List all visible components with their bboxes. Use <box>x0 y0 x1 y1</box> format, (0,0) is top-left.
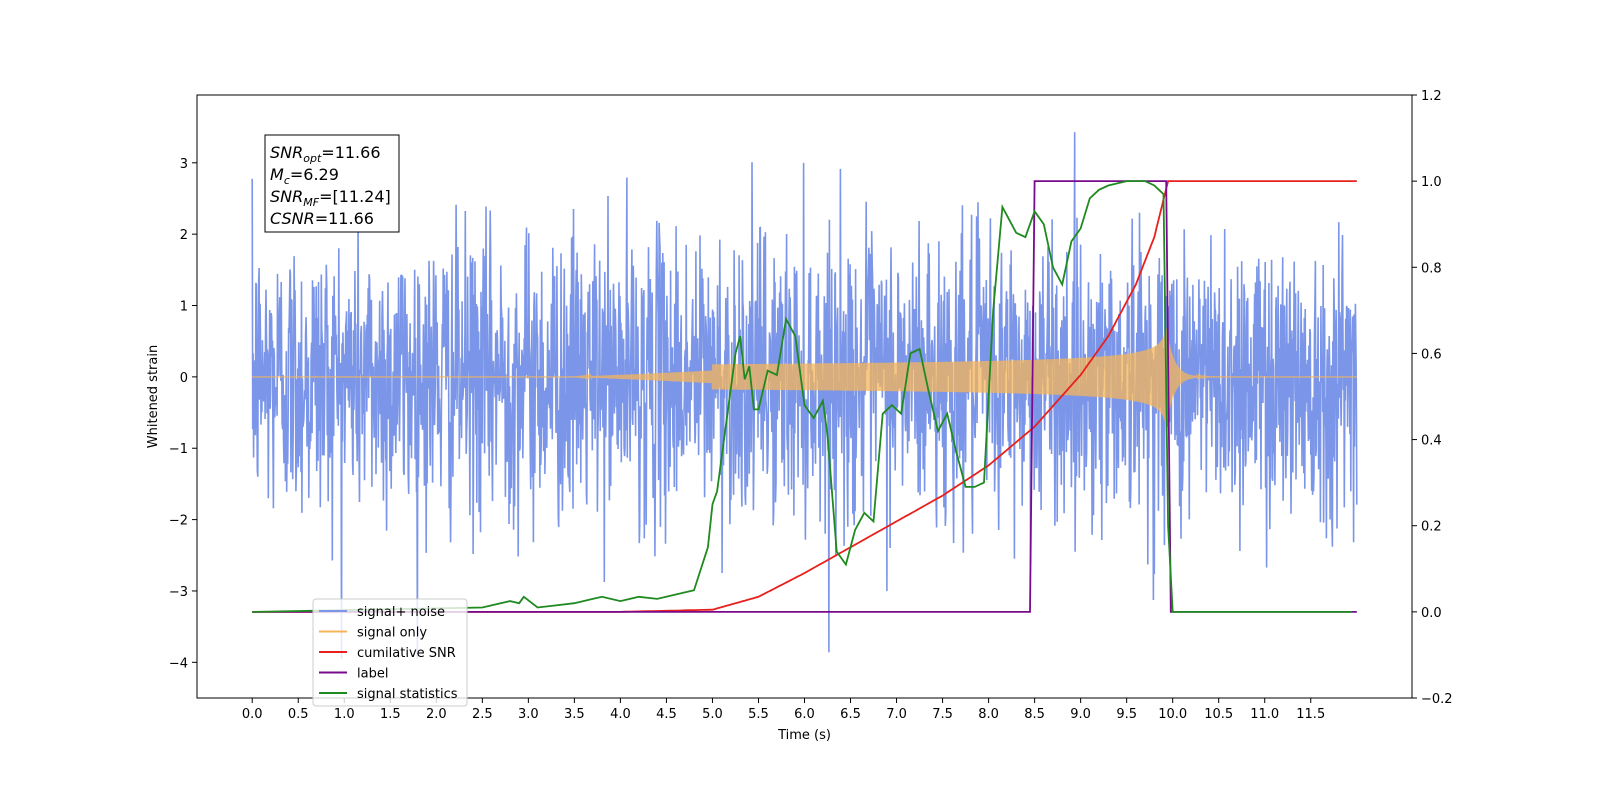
y-left-tick-label: −4 <box>169 656 188 671</box>
x-tick-label: 7.0 <box>886 707 907 722</box>
x-tick-label: 5.0 <box>702 707 723 722</box>
stats-line: SNRMF=[11.24] <box>270 187 391 209</box>
x-tick-label: 11.0 <box>1250 707 1279 722</box>
stats-line: SNRopt=11.66 <box>270 143 381 165</box>
y-left-tick-label: −1 <box>169 442 188 457</box>
right-axis-series <box>252 180 1357 613</box>
x-tick-label: 10.5 <box>1204 707 1233 722</box>
legend-label: cumilative SNR <box>357 646 456 661</box>
y-right-tick-label: 0.2 <box>1421 520 1442 535</box>
y-left-tick-label: 3 <box>180 157 188 172</box>
y-right-tick-label: 1.0 <box>1421 175 1442 190</box>
stats-line: CSNR=11.66 <box>270 209 374 228</box>
y-right-tick-label: 0.6 <box>1421 347 1442 362</box>
y-right-tick-label: 0.0 <box>1421 606 1442 621</box>
x-tick-label: 3.5 <box>564 707 585 722</box>
x-tick-label: 8.5 <box>1024 707 1045 722</box>
signal-noise-series <box>251 132 1358 659</box>
x-axis-ticks: 0.0 0.5 1.0 1.5 2.0 2.5 3.0 3.5 4.0 4.5 5.0 5.5 6.0 6… <box>242 698 1325 722</box>
y-axis-right-ticks: 1.2 1.0 0.8 0.6 0.4 0.2 0.0 −0.2 <box>1412 89 1453 707</box>
x-tick-label: 6.0 <box>794 707 815 722</box>
x-tick-label: 8.0 <box>978 707 999 722</box>
y-right-tick-label: 1.2 <box>1421 89 1442 104</box>
y-left-tick-label: −2 <box>169 514 188 529</box>
x-tick-label: 4.0 <box>610 707 631 722</box>
stats-line: Mc=6.29 <box>270 165 339 187</box>
signal-statistics-line <box>252 180 1353 613</box>
y-left-tick-label: 1 <box>180 300 188 315</box>
x-tick-label: 0.5 <box>288 707 309 722</box>
signal-only-line <box>252 328 1357 424</box>
legend-label: label <box>357 667 388 682</box>
x-tick-label: 4.5 <box>656 707 677 722</box>
stats-box: SNRopt=11.66Mc=6.29SNRMF=[11.24]CSNR=11.… <box>264 134 400 233</box>
y-left-tick-label: −3 <box>169 585 188 600</box>
x-tick-label: 9.5 <box>1116 707 1137 722</box>
x-tick-label: 0.0 <box>242 707 263 722</box>
x-tick-label: 5.5 <box>748 707 769 722</box>
x-tick-label: 1.5 <box>380 707 401 722</box>
stats-box-frame <box>264 134 400 233</box>
x-tick-label: 9.0 <box>1070 707 1091 722</box>
signal-noise-line <box>251 132 1358 659</box>
x-tick-label: 3.0 <box>518 707 539 722</box>
cumilative-snr-line <box>252 180 1357 613</box>
x-axis-label: Time (s) <box>777 728 831 743</box>
y-left-tick-label: 0 <box>180 371 188 386</box>
legend: signal+ noise signal only cumilative SNR la… <box>312 598 468 707</box>
y-left-tick-label: 2 <box>180 228 188 243</box>
y-axis-left-label: Whitened strain <box>146 345 161 448</box>
x-tick-label: 10.0 <box>1158 707 1187 722</box>
y-right-tick-label: −0.2 <box>1421 692 1453 707</box>
legend-frame <box>312 598 468 707</box>
legend-label: signal+ noise <box>357 605 445 620</box>
signal-only-series <box>252 328 1357 424</box>
x-tick-label: 6.5 <box>840 707 861 722</box>
x-tick-label: 1.0 <box>334 707 355 722</box>
legend-label: signal only <box>357 626 427 641</box>
x-tick-label: 2.0 <box>426 707 447 722</box>
y-axis-left-ticks: 3 2 1 0 −1 −2 −3 −4 <box>169 157 197 671</box>
y-right-tick-label: 0.4 <box>1421 434 1442 449</box>
x-tick-label: 7.5 <box>932 707 953 722</box>
x-tick-label: 11.5 <box>1296 707 1325 722</box>
legend-label: signal statistics <box>357 687 458 702</box>
x-tick-label: 2.5 <box>472 707 493 722</box>
y-right-tick-label: 0.8 <box>1421 261 1442 276</box>
